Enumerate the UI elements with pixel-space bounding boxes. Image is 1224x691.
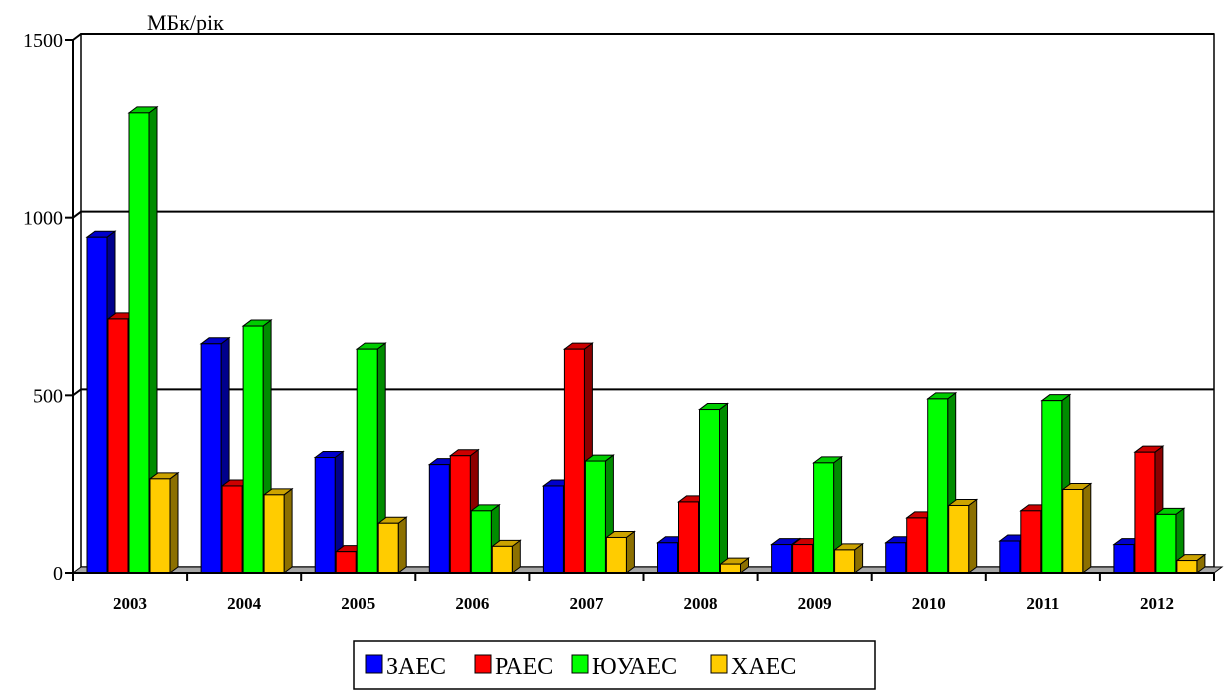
- legend-swatch: [571, 654, 589, 674]
- legend-item: ЮУАЕС: [571, 654, 677, 680]
- bar-2005-ЮУАЕС: [355, 342, 387, 574]
- bar-2006-ХАЕС: [490, 539, 522, 574]
- bar-2011-ХАЕС: [1061, 482, 1093, 574]
- bar-2004-ХАЕС: [262, 487, 294, 574]
- bar-2009-ХАЕС: [833, 542, 865, 574]
- bar-2003-ЮУАЕС: [127, 105, 159, 574]
- bar-2010-ХАЕС: [947, 498, 979, 574]
- y-tick-label: 0: [53, 563, 63, 585]
- legend-item: ХАЕС: [710, 654, 796, 680]
- x-tick-label: 2011: [1026, 594, 1059, 613]
- x-tick-label: 2009: [798, 594, 832, 613]
- x-tick-label: 2012: [1140, 594, 1174, 613]
- bar-2004-ЗАЕС: [199, 336, 231, 574]
- legend-item: РАЕС: [474, 654, 553, 680]
- gridline: [72, 33, 1214, 41]
- x-tick-label: 2006: [455, 594, 489, 613]
- legend: ЗАЕС РАЕС ЮУАЕС ХАЕС: [353, 640, 876, 690]
- legend-swatch: [365, 654, 383, 674]
- bar-2008-ЮУАЕС: [698, 402, 729, 574]
- x-tick-label: 2010: [912, 594, 946, 613]
- x-tick-label: 2005: [341, 594, 375, 613]
- legend-label: ЗАЕС: [386, 654, 446, 680]
- x-tick-label: 2007: [569, 594, 604, 613]
- legend-label: РАЕС: [495, 654, 553, 680]
- y-axis-unit-label: МБк/рік: [147, 10, 224, 35]
- gridline: [72, 210, 1214, 219]
- bar-2003-ХАЕС: [148, 471, 180, 574]
- legend-box: [353, 640, 876, 690]
- y-tick-label: 1000: [23, 208, 63, 230]
- x-tick-label: 2004: [227, 594, 262, 613]
- legend-item: ЗАЕС: [365, 654, 446, 680]
- legend-label: ЮУАЕС: [592, 654, 677, 680]
- axes: 0 500 1000 1500 2003 2004 2005 2006 2007 2008 2009…: [23, 30, 1215, 613]
- bar-2005-ЗАЕС: [313, 450, 345, 574]
- legend-swatch: [710, 654, 728, 674]
- bars: [85, 105, 1207, 574]
- legend-swatch: [474, 654, 492, 674]
- bar-2008-ХАЕС: [719, 557, 750, 574]
- x-tick-label: 2008: [684, 594, 718, 613]
- x-tick-label: 2003: [113, 594, 147, 613]
- bar-2007-ХАЕС: [604, 530, 636, 574]
- y-tick-label: 500: [33, 385, 63, 407]
- bar-2005-ХАЕС: [376, 516, 408, 574]
- bar-2012-ХАЕС: [1175, 553, 1207, 574]
- legend-label: ХАЕС: [731, 654, 796, 680]
- gridline: [72, 388, 1214, 397]
- y-tick-label: 1500: [23, 30, 63, 52]
